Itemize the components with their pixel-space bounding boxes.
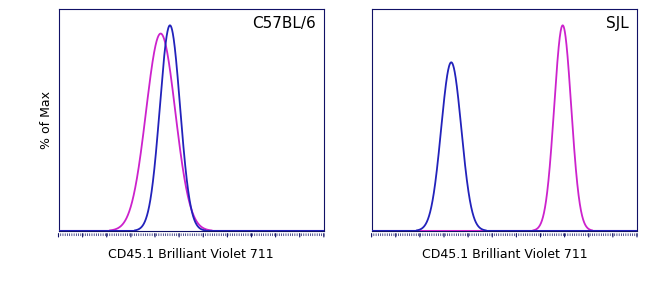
Y-axis label: % of Max: % of Max	[40, 91, 53, 149]
Text: SJL: SJL	[606, 15, 629, 30]
Text: C57BL/6: C57BL/6	[252, 15, 316, 30]
X-axis label: CD45.1 Brilliant Violet 711: CD45.1 Brilliant Violet 711	[421, 247, 587, 260]
X-axis label: CD45.1 Brilliant Violet 711: CD45.1 Brilliant Violet 711	[109, 247, 274, 260]
